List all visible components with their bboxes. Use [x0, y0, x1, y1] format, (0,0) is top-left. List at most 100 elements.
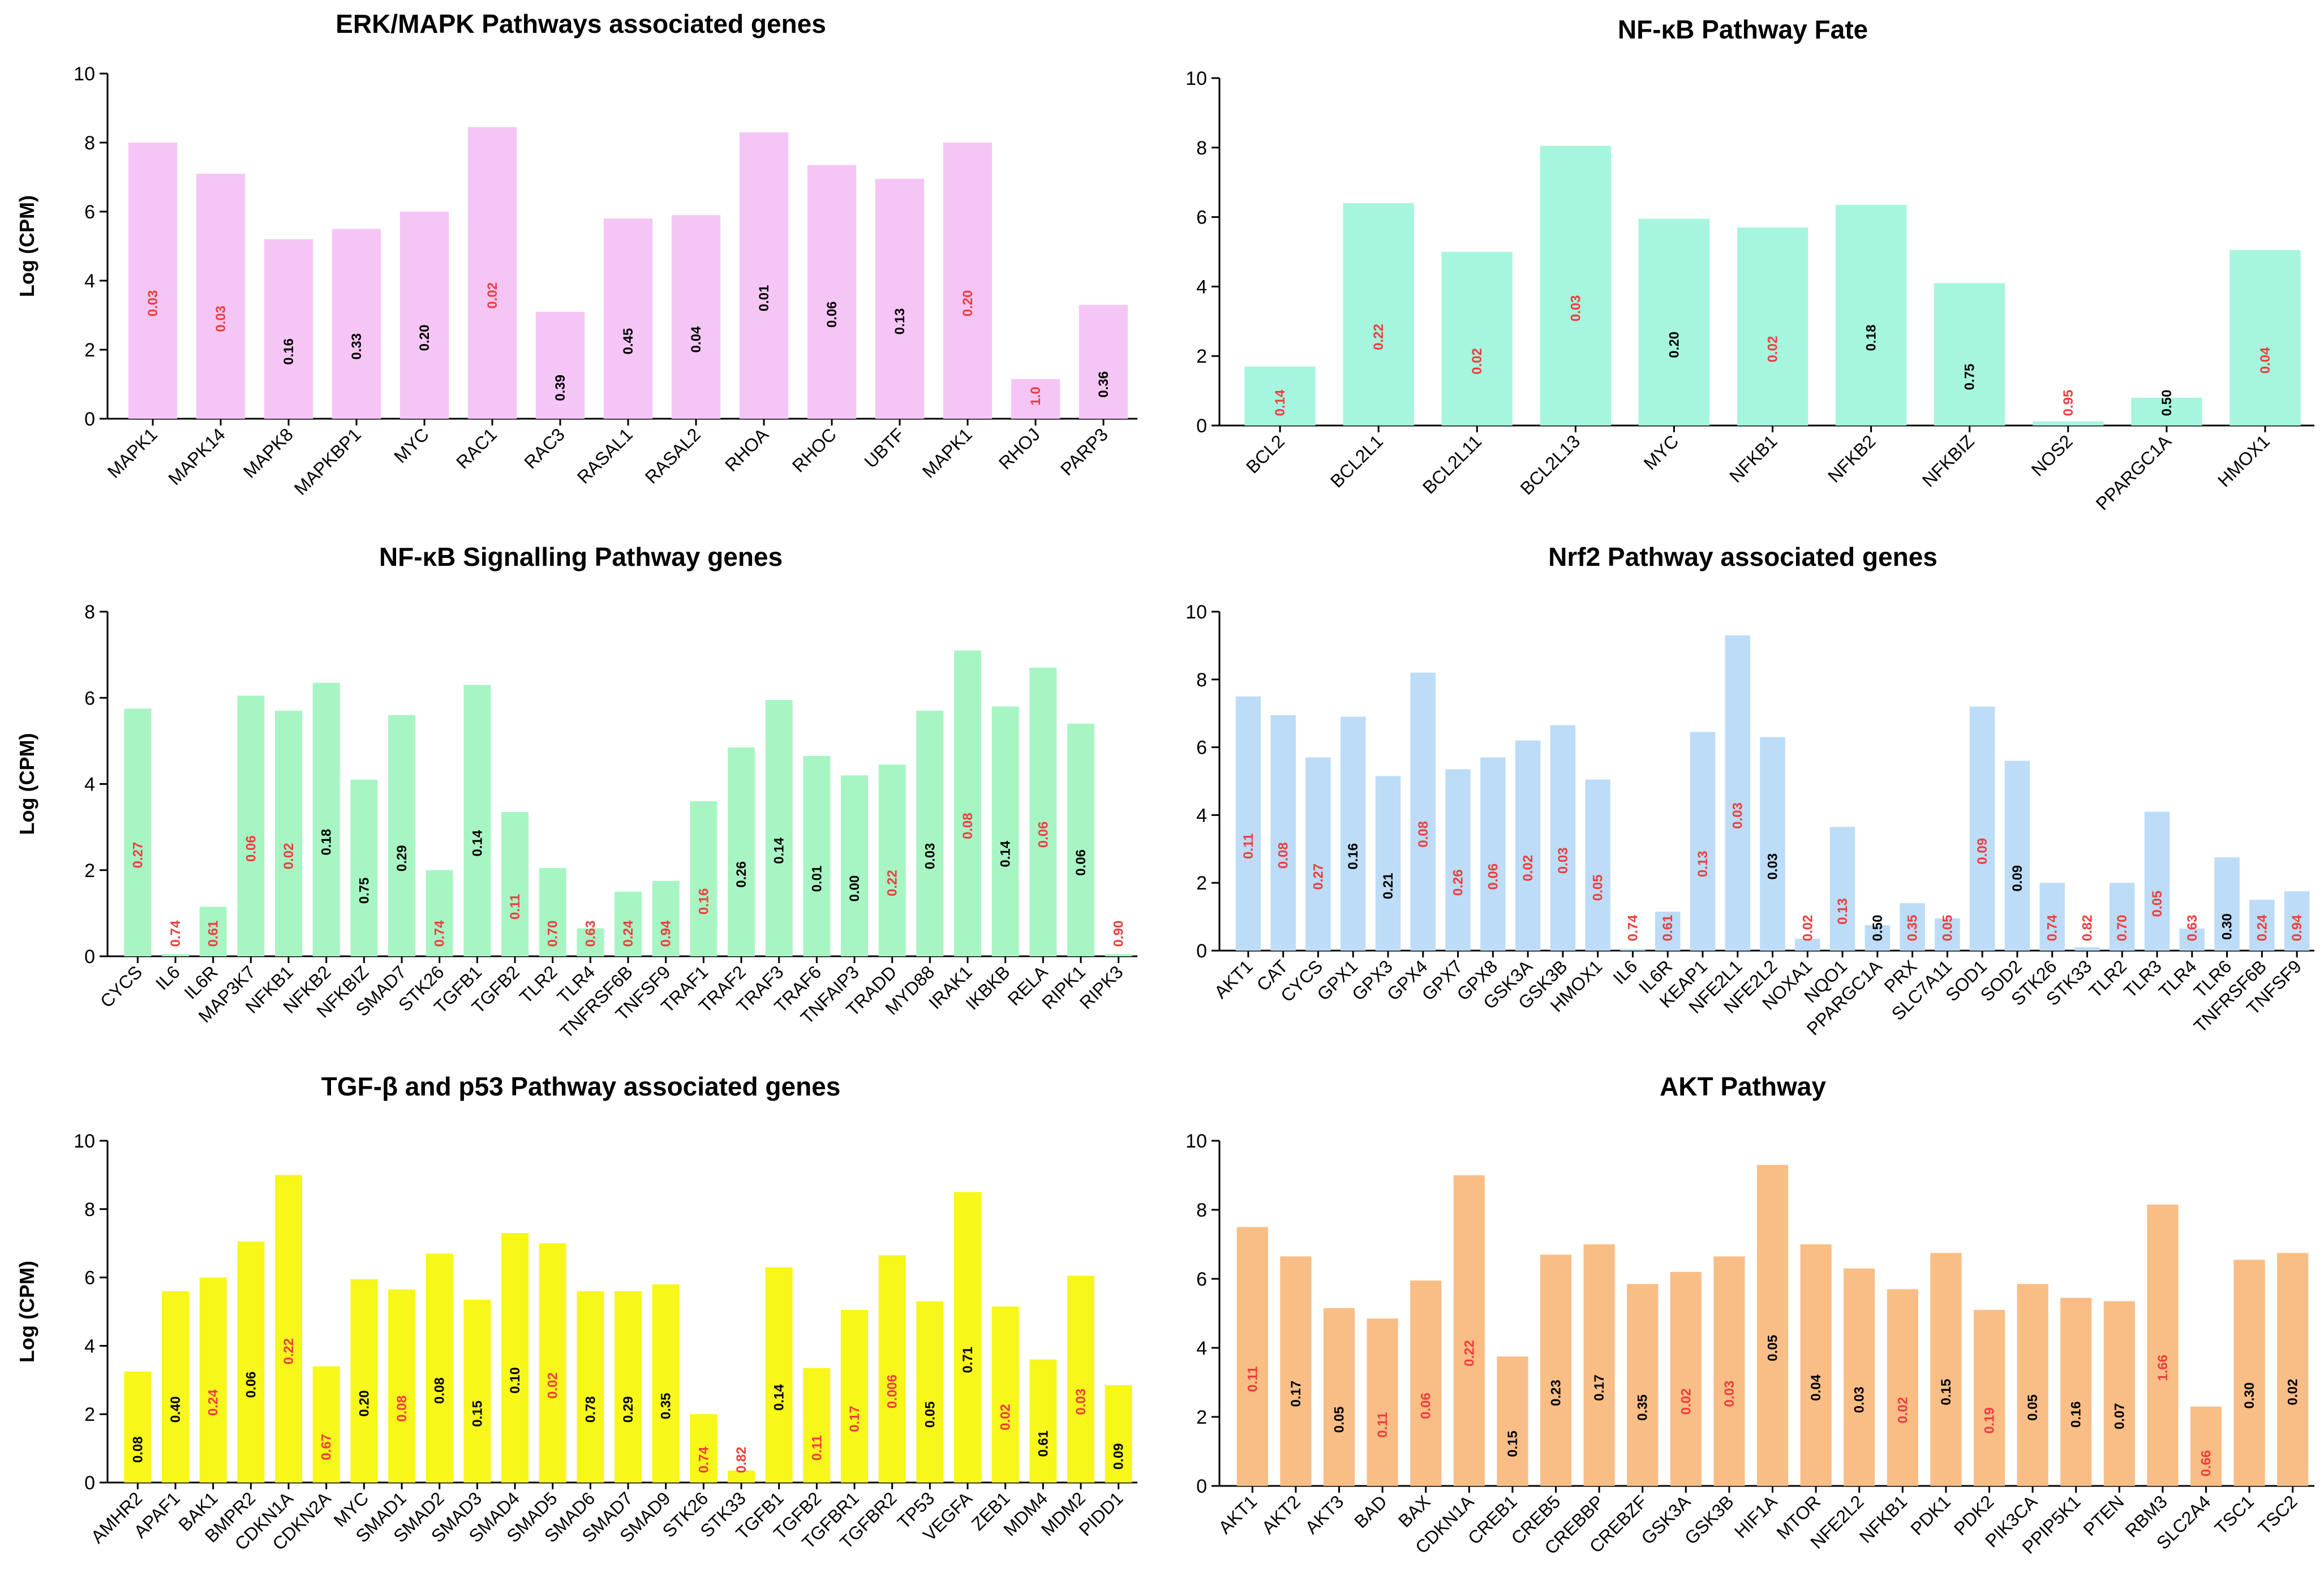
x-tick-label: BAD [1350, 1491, 1391, 1532]
bar [615, 1291, 642, 1483]
data-label: 0.02 [1520, 855, 1536, 882]
y-tick-label: 4 [84, 270, 95, 292]
data-label: 0.13 [892, 308, 908, 335]
data-label: 0.35 [659, 1393, 674, 1419]
bar [388, 1289, 415, 1483]
data-label: 0.03 [1765, 853, 1781, 880]
data-label: 0.20 [1666, 332, 1682, 358]
data-label: 0.22 [1462, 1340, 1477, 1367]
bar [1105, 954, 1132, 956]
data-label: 0.01 [757, 285, 772, 311]
chart-title: TGF-β and p53 Pathway associated genes [321, 1072, 841, 1101]
y-tick-label: 8 [1196, 138, 1207, 159]
bar [332, 229, 381, 419]
data-label: 0.22 [281, 1338, 297, 1365]
bar [1737, 227, 1808, 426]
bar [501, 1233, 529, 1483]
chart-title: AKT Pathway [1660, 1072, 1826, 1101]
data-label: 0.50 [2159, 390, 2175, 416]
bar [943, 143, 993, 419]
bar [2190, 1406, 2222, 1486]
y-tick-label: 10 [1185, 601, 1207, 623]
bar [728, 747, 755, 956]
data-label: 1.66 [2155, 1355, 2171, 1381]
y-tick-label: 4 [1196, 1338, 1207, 1359]
data-label: 0.94 [659, 920, 674, 947]
y-tick-label: 0 [1196, 1476, 1207, 1497]
data-label: 0.15 [1939, 1379, 1954, 1406]
bar [1410, 672, 1436, 951]
y-tick-label: 4 [84, 1335, 95, 1357]
bar [765, 700, 793, 956]
bar [2144, 811, 2170, 951]
data-label: 0.05 [1940, 915, 1955, 942]
bar [426, 870, 453, 956]
bar [1900, 903, 1925, 951]
data-label: 0.16 [696, 888, 711, 915]
x-tick-label: MYC [1640, 431, 1683, 474]
data-label: 0.24 [2254, 914, 2270, 941]
data-label: 0.06 [824, 301, 840, 328]
x-tick-label: TLR2 [516, 961, 561, 1007]
data-label: 0.03 [213, 306, 229, 332]
x-tick-label: NFKB2 [1824, 431, 1879, 486]
data-label: 0.19 [1982, 1407, 1997, 1434]
data-label: 0.27 [1311, 863, 1326, 890]
data-label: 0.14 [470, 830, 485, 856]
x-tick-label: TSC2 [2254, 1491, 2301, 1538]
data-label: 0.14 [772, 837, 787, 864]
bar [2110, 883, 2135, 951]
x-tick-label: MAPK1 [918, 424, 976, 482]
x-tick-label: NFKB1 [1725, 431, 1781, 486]
bar [275, 711, 302, 956]
bar [388, 715, 415, 956]
data-label: 0.27 [130, 842, 145, 869]
chart-nfkb-fate: NF-κB Pathway FateLog (CPM)0246810BCL20.… [1127, 0, 2324, 530]
y-tick-label: 0 [1196, 415, 1207, 437]
y-tick-label: 2 [84, 340, 95, 361]
x-tick-label: TLR2 [2085, 956, 2130, 1002]
bar [1887, 1289, 1918, 1486]
x-tick-label: MAPK14 [164, 424, 229, 489]
bar [1105, 1385, 1132, 1483]
x-tick-label: RHOC [788, 424, 840, 476]
bar [312, 1366, 340, 1483]
bar [1235, 696, 1261, 951]
bar [728, 1470, 755, 1483]
y-tick-label: 4 [1196, 805, 1207, 826]
data-label: 0.02 [545, 1372, 561, 1399]
data-label: 0.74 [1625, 914, 1640, 941]
bar [1795, 939, 1820, 951]
y-tick-label: 6 [84, 688, 95, 709]
data-label: 0.03 [1073, 1389, 1089, 1415]
bar [1270, 715, 1296, 951]
x-tick-label: PDK1 [1906, 1491, 1954, 1539]
bar [162, 1291, 189, 1483]
x-tick-label: GPX1 [1313, 956, 1361, 1004]
data-label: 0.18 [319, 829, 334, 856]
bar [739, 132, 789, 419]
bar [690, 801, 718, 956]
data-label: 0.02 [2286, 1379, 2301, 1406]
data-label: 0.05 [1332, 1407, 1347, 1433]
bar [1236, 1227, 1268, 1486]
data-label: 0.05 [1765, 1335, 1781, 1361]
y-tick-label: 4 [84, 774, 95, 796]
data-label: 0.02 [1678, 1389, 1694, 1415]
data-label: 0.23 [1549, 1380, 1564, 1406]
x-tick-label: BCL2L13 [1516, 431, 1584, 499]
chart-title: Nrf2 Pathway associated genes [1548, 542, 1938, 572]
data-label: 0.16 [281, 338, 297, 365]
bar [1690, 732, 1716, 951]
data-label: 0.17 [847, 1406, 862, 1432]
data-label: 0.74 [2045, 914, 2060, 941]
bar [652, 1284, 680, 1483]
bar [1930, 1253, 1962, 1486]
data-label: 0.06 [1036, 822, 1051, 848]
bar [199, 1277, 227, 1483]
bar [1725, 635, 1750, 951]
data-label: 0.74 [168, 920, 183, 947]
bar [1829, 827, 1855, 951]
data-label: 0.94 [2289, 914, 2305, 941]
